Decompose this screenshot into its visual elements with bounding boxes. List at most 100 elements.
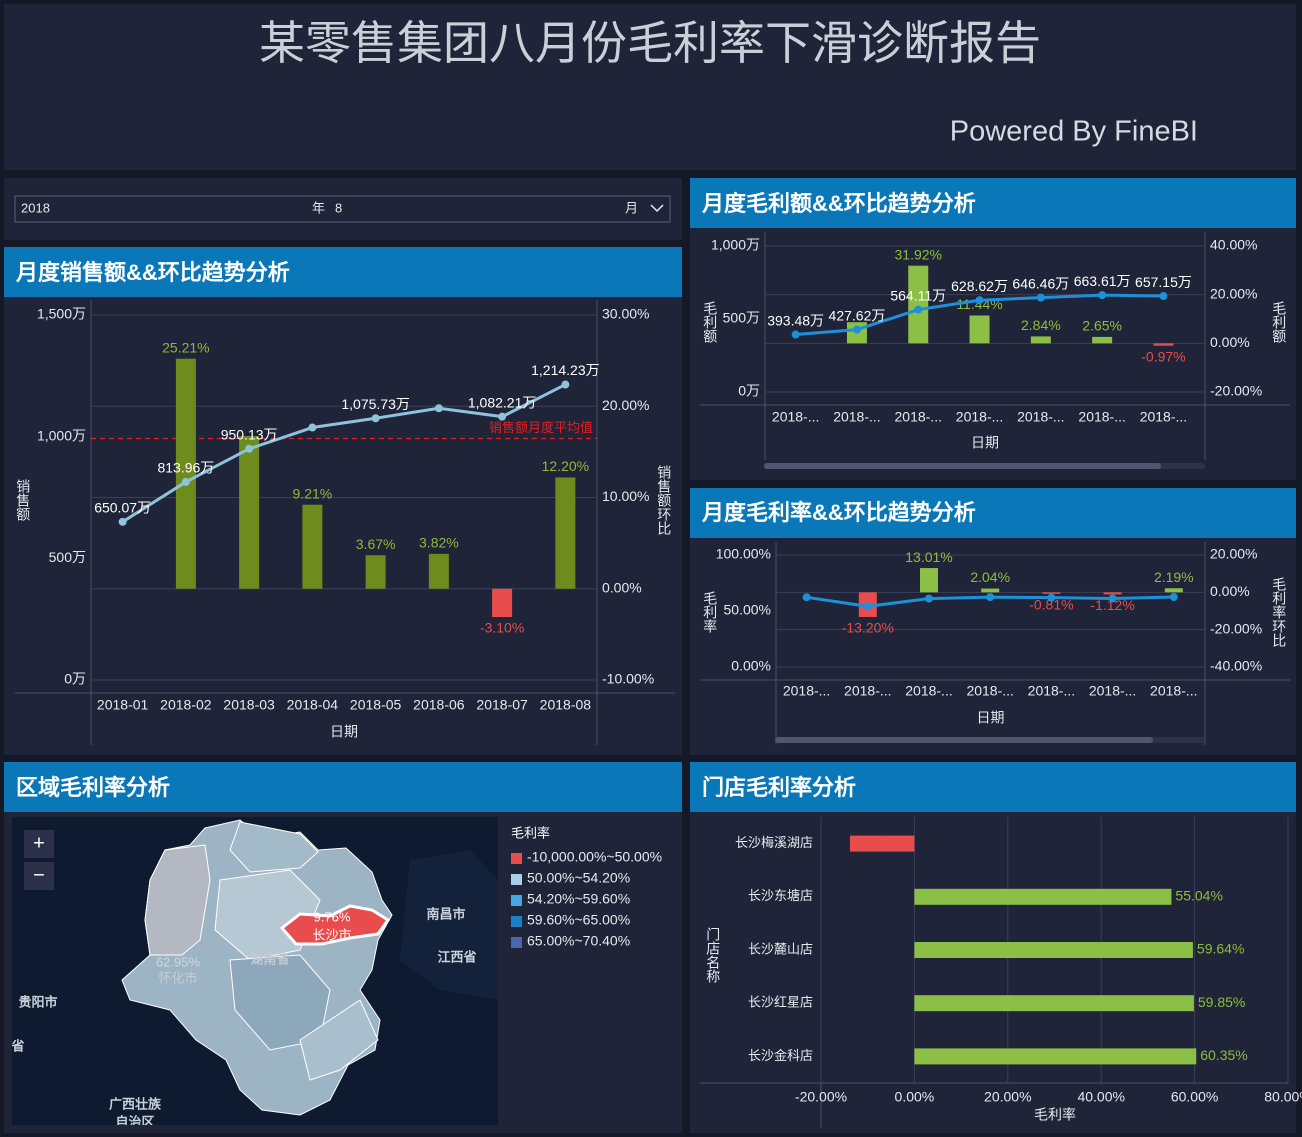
- data-label: 657.15万: [1135, 274, 1192, 290]
- x-tick-label: 60.00%: [1171, 1089, 1218, 1105]
- line-point: [1036, 293, 1045, 302]
- x-tick-label: 2018-...: [833, 409, 880, 425]
- data-label: 12.20%: [542, 458, 589, 474]
- legend-swatch[interactable]: [511, 895, 522, 906]
- data-label: 55.04%: [1175, 888, 1222, 904]
- zoom-in[interactable]: [24, 830, 54, 858]
- legend-swatch[interactable]: [511, 853, 522, 864]
- bar[interactable]: [849, 835, 915, 852]
- x-tick-label: 2018-...: [905, 683, 952, 699]
- map-region[interactable]: [144, 844, 211, 956]
- place-label: 广西壮族: [109, 1096, 162, 1111]
- bar[interactable]: [914, 888, 1172, 905]
- data-label: 59.85%: [1198, 994, 1245, 1010]
- data-label: 2.65%: [1082, 318, 1122, 334]
- data-label: 628.62万: [951, 278, 1008, 294]
- x-axis-label: 毛利率: [1034, 1107, 1076, 1123]
- data-label: 3.82%: [419, 535, 459, 551]
- bar: [1092, 336, 1113, 344]
- bar: [908, 265, 929, 344]
- data-label: -13.8%: [853, 834, 897, 850]
- y2-tick-label: 0.00%: [1210, 583, 1250, 599]
- scrollbar-thumb[interactable]: [764, 463, 1161, 469]
- bar[interactable]: [914, 995, 1194, 1012]
- region-name: 长沙市: [312, 927, 351, 942]
- y2-tick-label: 0.00%: [1210, 334, 1250, 350]
- y2-axis-label: 毛利额: [1271, 301, 1287, 343]
- bar: [428, 553, 449, 589]
- legend-label: 54.20%~59.60%: [527, 891, 630, 907]
- zoom-out[interactable]: [24, 862, 54, 890]
- filter-year-unit: 年: [312, 200, 325, 215]
- y2-tick-label: 20.00%: [1210, 546, 1257, 562]
- x-tick-label: 2018-04: [287, 697, 339, 713]
- bar: [302, 504, 323, 589]
- line-point: [852, 325, 861, 334]
- data-label: 25.21%: [162, 339, 209, 355]
- legend-label: 59.60%~65.00%: [527, 912, 630, 928]
- line-point: [1169, 593, 1178, 601]
- panel-title: 月度毛利率&&环比趋势分析: [701, 500, 976, 525]
- y-axis-label: 门店名称: [705, 927, 721, 984]
- x-tick-label: 2018-05: [350, 697, 402, 713]
- page-title: 某零售集团八月份毛利率下滑诊断报告: [259, 17, 1041, 69]
- x-axis-label: 日期: [977, 710, 1005, 726]
- line-point: [118, 517, 127, 526]
- y-tick-label: 0万: [738, 383, 760, 399]
- y-tick-label: 0万: [64, 671, 86, 687]
- line-point: [1108, 594, 1117, 603]
- bars: -13.8% 55.04% 59.64% 59.85% 60.35%: [849, 834, 1248, 1065]
- x-tick-label: 2018-...: [966, 683, 1013, 699]
- legend-label: 50.00%~54.20%: [527, 870, 630, 886]
- x-tick-label: 2018-...: [772, 409, 819, 425]
- bar: [1153, 343, 1174, 346]
- place-label: 江西省: [437, 949, 476, 964]
- y-tick-label: 500万: [49, 549, 86, 565]
- y2-tick-label: 20.00%: [602, 397, 649, 413]
- legend-swatch[interactable]: [511, 916, 522, 927]
- legend-title: 毛利率: [511, 825, 550, 840]
- map-region[interactable]: [279, 904, 391, 946]
- legend-label: -10,000.00%~50.00%: [527, 849, 662, 865]
- data-label: 2.04%: [970, 569, 1010, 585]
- line-point: [561, 380, 570, 389]
- bar: [555, 477, 576, 589]
- bar[interactable]: [914, 1048, 1197, 1065]
- date-filter[interactable]: [14, 195, 671, 223]
- x-tick-label: 2018-...: [1089, 683, 1136, 699]
- y2-axis-label: 销售额环比: [656, 465, 672, 535]
- place-label: 省: [10, 1038, 24, 1053]
- x-tick-label: 2018-...: [1150, 683, 1197, 699]
- data-label: -3.10%: [480, 620, 524, 636]
- panel-header: [690, 488, 1296, 538]
- x-tick-label: 40.00%: [1077, 1089, 1124, 1105]
- y-tick-label: 长沙红星店: [748, 995, 813, 1010]
- data-label: 950.13万: [221, 427, 278, 443]
- bar: [365, 555, 386, 589]
- bar: [1103, 592, 1122, 595]
- scrollbar-thumb[interactable]: [775, 737, 1153, 743]
- line-point: [986, 593, 995, 602]
- x-tick-label: 0.00%: [895, 1089, 935, 1105]
- line-point: [1159, 292, 1168, 301]
- y2-tick-label: 10.00%: [602, 488, 649, 504]
- y-tick-label: 50.00%: [724, 602, 771, 618]
- legend-swatch[interactable]: [511, 874, 522, 885]
- data-label: 564.11万: [890, 287, 946, 303]
- legend-swatch[interactable]: [511, 937, 522, 948]
- filter-month: 8: [335, 200, 342, 215]
- x-tick-label: 2018-07: [476, 697, 528, 713]
- dropdown-arrow[interactable]: [650, 204, 664, 213]
- bar[interactable]: [914, 942, 1193, 958]
- data-label: 663.61万: [1074, 273, 1131, 289]
- panel-title: 门店毛利率分析: [702, 775, 856, 800]
- data-label: 393.48万: [767, 312, 824, 328]
- reference-label: 销售额月度平均值: [489, 420, 593, 435]
- data-label: -0.81%: [1029, 597, 1073, 613]
- data-label: 650.07万: [94, 500, 151, 516]
- line-point: [308, 423, 317, 432]
- line-point: [245, 444, 254, 453]
- y-axis-label: 毛利率: [702, 591, 718, 633]
